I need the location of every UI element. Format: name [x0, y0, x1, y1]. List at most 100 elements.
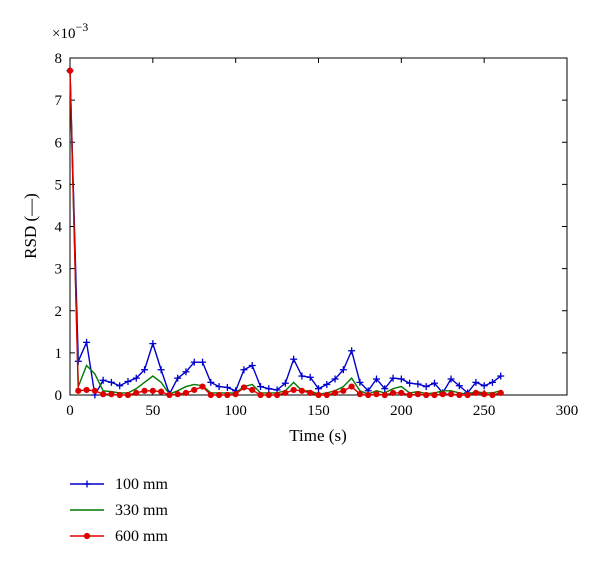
data-point-600mm	[298, 387, 306, 394]
data-point-100mm	[348, 347, 356, 355]
data-point-600mm	[489, 391, 496, 399]
y-tick-label: 0	[55, 388, 63, 404]
data-point-100mm	[497, 372, 505, 380]
data-point-600mm	[257, 391, 264, 399]
y-tick-label: 6	[55, 135, 63, 151]
data-point-100mm	[265, 385, 273, 393]
data-point-600mm	[481, 391, 488, 398]
data-point-600mm	[182, 389, 190, 396]
legend: 100 mm 330 mm 600 mm	[70, 476, 168, 545]
data-point-100mm	[190, 358, 198, 366]
data-point-100mm	[488, 378, 496, 386]
data-point-600mm	[472, 389, 479, 396]
data-point-600mm	[497, 389, 504, 396]
x-tick-label: 100	[224, 403, 247, 419]
data-point-600mm	[464, 391, 471, 399]
data-point-100mm	[306, 373, 314, 381]
data-point-600mm	[116, 391, 123, 399]
y-tick-label: 7	[55, 93, 63, 109]
data-point-100mm	[414, 380, 422, 388]
data-point-600mm	[373, 391, 380, 398]
series-330mm	[69, 70, 501, 396]
legend-marker	[83, 532, 91, 540]
data-point-600mm	[348, 383, 355, 390]
y-tick-label: 1	[55, 346, 63, 362]
data-point-100mm	[339, 366, 347, 374]
data-point-100mm	[315, 385, 322, 393]
data-point-600mm	[389, 389, 397, 396]
series-line-100mm	[69, 70, 502, 398]
data-point-600mm	[456, 391, 463, 399]
data-point-100mm	[406, 379, 414, 387]
legend-item-330mm: 330 mm	[70, 502, 168, 519]
data-point-100mm	[331, 375, 339, 383]
data-point-100mm	[116, 382, 124, 390]
series-600mm	[66, 67, 504, 399]
data-point-600mm	[83, 386, 90, 394]
data-point-100mm	[397, 375, 405, 383]
data-point-600mm	[66, 67, 74, 74]
x-axis-label: Time (s)	[289, 426, 346, 445]
x-tick-label: 300	[556, 403, 579, 419]
data-point-100mm	[248, 362, 256, 370]
data-point-100mm	[207, 378, 215, 386]
legend-item-100mm: 100 mm	[70, 476, 168, 493]
data-point-600mm	[381, 391, 388, 399]
data-point-100mm	[240, 366, 248, 374]
data-point-100mm	[215, 383, 223, 391]
data-point-600mm	[265, 391, 272, 399]
axis-ticks: 0 50 100 150 200 250 300 0 1 2 3 4 5 6 7 8	[55, 51, 579, 419]
data-point-600mm	[431, 391, 438, 399]
data-point-600mm	[141, 387, 148, 394]
data-point-100mm	[323, 380, 331, 388]
data-point-100mm	[257, 383, 265, 391]
data-point-100mm	[372, 375, 380, 383]
data-point-600mm	[91, 387, 98, 394]
x-tick-label: 250	[473, 403, 496, 419]
data-point-600mm	[365, 391, 372, 399]
legend-label: 600 mm	[115, 528, 168, 545]
x-tick-label: 200	[390, 403, 413, 419]
data-point-600mm	[307, 389, 314, 396]
data-point-100mm	[99, 376, 107, 384]
data-point-100mm	[430, 379, 438, 387]
data-point-100mm	[182, 368, 190, 376]
series-100mm	[66, 67, 505, 399]
data-point-100mm	[83, 338, 91, 346]
y-tick-label: 2	[55, 304, 63, 320]
data-point-100mm	[381, 385, 389, 393]
data-point-600mm	[423, 391, 430, 399]
data-point-100mm	[422, 383, 430, 391]
data-point-600mm	[414, 391, 421, 398]
data-point-600mm	[282, 389, 289, 396]
data-point-100mm	[298, 372, 306, 380]
data-point-600mm	[439, 391, 446, 398]
series-line-600mm	[69, 70, 501, 396]
data-point-100mm	[447, 375, 455, 383]
data-point-600mm	[100, 391, 107, 398]
data-point-100mm	[141, 366, 149, 374]
data-point-100mm	[223, 383, 231, 391]
data-point-100mm	[389, 374, 397, 382]
y-tick-label: 5	[55, 177, 63, 193]
data-point-600mm	[240, 384, 248, 391]
data-point-100mm	[199, 358, 207, 366]
data-point-600mm	[191, 386, 198, 394]
data-point-100mm	[124, 378, 132, 386]
data-point-100mm	[472, 378, 480, 386]
data-point-600mm	[356, 391, 364, 398]
data-point-600mm	[207, 391, 214, 399]
plot-area-frame	[69, 57, 568, 396]
data-point-600mm	[133, 389, 140, 396]
data-point-600mm	[124, 391, 132, 399]
y-axis-exponent: ×10−3	[52, 20, 88, 42]
data-point-600mm	[273, 391, 281, 399]
x-tick-label: 0	[66, 403, 74, 419]
data-point-600mm	[340, 387, 347, 394]
series-layer	[66, 67, 505, 399]
data-point-600mm	[249, 386, 256, 394]
data-point-100mm	[281, 379, 289, 387]
x-tick-label: 50	[145, 403, 160, 419]
data-point-600mm	[447, 391, 455, 398]
data-point-100mm	[356, 378, 364, 386]
